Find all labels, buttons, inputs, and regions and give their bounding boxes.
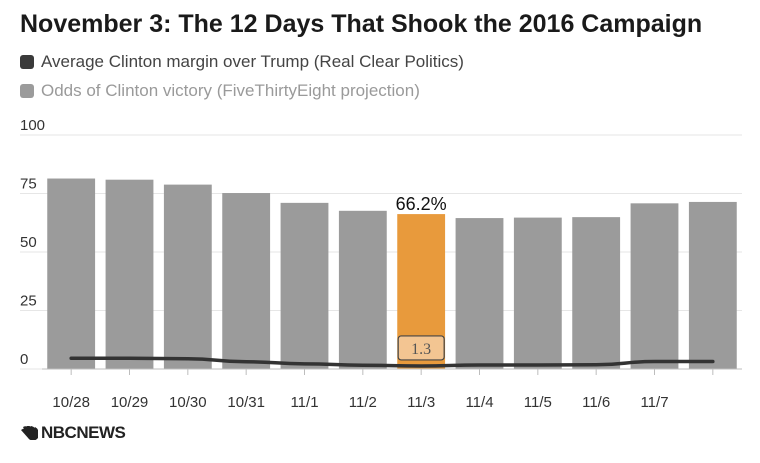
x-tick-label: 10/30 bbox=[169, 394, 207, 408]
legend-label-odds: Odds of Clinton victory (FiveThirtyEight… bbox=[41, 81, 420, 100]
y-tick-label: 25 bbox=[20, 293, 37, 310]
line-value-label: 1.3 bbox=[411, 341, 431, 358]
bar bbox=[688, 201, 737, 369]
margin-line bbox=[69, 356, 715, 368]
bar-value-label: 66.2% bbox=[396, 194, 447, 214]
x-tick-label: 11/5 bbox=[524, 394, 552, 408]
bar bbox=[338, 210, 387, 369]
bar bbox=[572, 217, 621, 369]
bar bbox=[222, 193, 271, 369]
line-value-box bbox=[397, 335, 445, 361]
legend-item-margin: Average Clinton margin over Trump (Real … bbox=[20, 52, 464, 72]
y-tick-label: 50 bbox=[20, 234, 37, 251]
x-tick-label: 10/29 bbox=[111, 394, 149, 408]
legend-label-margin: Average Clinton margin over Trump (Real … bbox=[41, 52, 464, 71]
bar bbox=[47, 178, 96, 369]
bar bbox=[630, 203, 679, 369]
bar bbox=[105, 179, 154, 369]
legend-swatch-odds bbox=[20, 84, 34, 98]
x-tick-label: 11/4 bbox=[465, 394, 493, 408]
bar bbox=[163, 184, 212, 369]
bar bbox=[280, 202, 329, 369]
bar bbox=[513, 217, 562, 369]
chart-title: November 3: The 12 Days That Shook the 2… bbox=[20, 10, 703, 38]
x-tick-label: 11/2 bbox=[349, 394, 377, 408]
x-tick-label: 10/28 bbox=[52, 394, 90, 408]
x-tick-label: 11/3 bbox=[407, 394, 435, 408]
legend-swatch-margin bbox=[20, 55, 34, 69]
bar bbox=[455, 218, 504, 369]
nbc-news-logo: NBCNEWS bbox=[20, 423, 126, 443]
y-tick-label: 100 bbox=[20, 118, 45, 134]
x-tick-label: 11/6 bbox=[582, 394, 610, 408]
y-tick-label: 0 bbox=[20, 351, 28, 368]
x-tick-label: 10/31 bbox=[227, 394, 265, 408]
x-tick-label: 11/7 bbox=[640, 394, 668, 408]
y-tick-label: 75 bbox=[20, 176, 37, 193]
legend-item-odds: Odds of Clinton victory (FiveThirtyEight… bbox=[20, 81, 420, 101]
chart-area: 0 25 50 75 100 10/28 10/29 10/30 10/31 11/1 11/2 11… bbox=[20, 118, 742, 408]
nbc-peacock-icon bbox=[21, 426, 38, 440]
x-tick-label: 11/1 bbox=[290, 394, 318, 408]
logo-text: NBCNEWS bbox=[41, 423, 126, 442]
